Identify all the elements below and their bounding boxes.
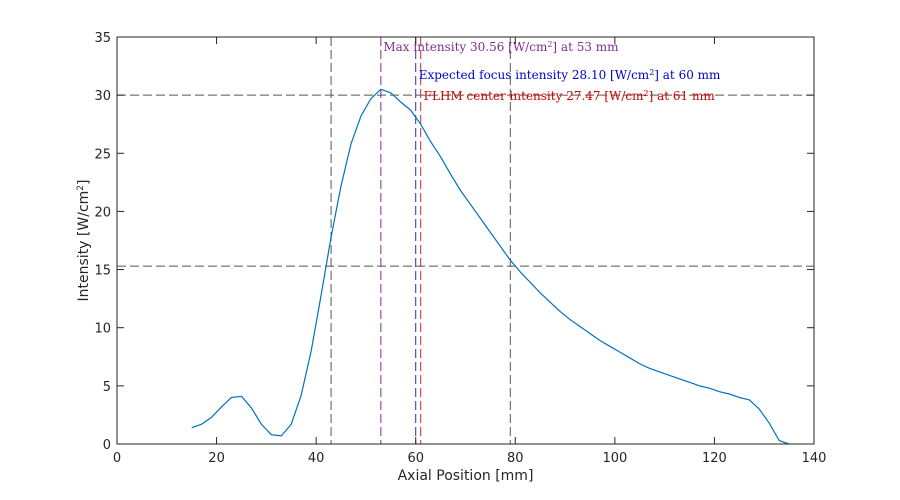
x-tick-label-1: 20 bbox=[208, 451, 225, 466]
annotation-0-sup: 2 bbox=[547, 40, 552, 49]
annotation-2-sup: 2 bbox=[644, 89, 649, 98]
y-tick-label-2: 10 bbox=[94, 322, 111, 337]
y-axis-title-sup: 2 bbox=[76, 185, 86, 191]
annotation-0-text: Max intensity 30.56 [W/cm bbox=[383, 40, 548, 54]
x-tick-label-7: 140 bbox=[802, 451, 827, 466]
series-line-0 bbox=[191, 88, 790, 445]
annotation-2: FLHM center intensity 27.47 [W/cm2] at 6… bbox=[424, 89, 716, 103]
y-tick-label-4: 20 bbox=[94, 205, 111, 220]
series-group bbox=[191, 88, 790, 445]
x-axis-title: Axial Position [mm] bbox=[398, 468, 534, 484]
y-tick-label-3: 15 bbox=[94, 264, 111, 279]
annotation-1-sup: 2 bbox=[649, 68, 654, 77]
y-axis-title: Intensity [W/cm2] bbox=[76, 180, 92, 302]
x-tick-label-3: 60 bbox=[407, 451, 424, 466]
annotation-2-text: FLHM center intensity 27.47 [W/cm bbox=[424, 89, 644, 103]
y-tick-label-1: 5 bbox=[103, 380, 111, 395]
plot-background bbox=[117, 37, 814, 444]
x-tick-label-0: 0 bbox=[113, 451, 121, 466]
annotation-1-tail: ] at 60 mm bbox=[654, 68, 721, 82]
y-tick-label-5: 25 bbox=[94, 147, 111, 162]
x-tick-label-4: 80 bbox=[507, 451, 524, 466]
plot-frame bbox=[116, 36, 815, 445]
y-tick-label-6: 30 bbox=[94, 89, 111, 104]
y-axis-title-tail: ] bbox=[76, 180, 92, 185]
annotation-0: Max intensity 30.56 [W/cm2] at 53 mm bbox=[383, 40, 619, 54]
annotation-1-text: Expected focus intensity 28.10 [W/cm bbox=[419, 68, 650, 82]
annotation-2-tail: ] at 61 mm bbox=[649, 89, 716, 103]
annotation-1: Expected focus intensity 28.10 [W/cm2] a… bbox=[419, 68, 721, 82]
x-tick-label-2: 40 bbox=[308, 451, 325, 466]
annotation-0-tail: ] at 53 mm bbox=[552, 40, 619, 54]
y-tick-label-0: 0 bbox=[103, 438, 111, 453]
y-tick-label-7: 35 bbox=[94, 31, 111, 46]
annotations-group: Max intensity 30.56 [W/cm2] at 53 mmExpe… bbox=[383, 40, 721, 103]
x-tick-label-6: 120 bbox=[702, 451, 727, 466]
x-axis-ticks: 0 20 40 60 80 100 120 140 bbox=[113, 37, 827, 466]
y-axis-title-main: Intensity [W/cm bbox=[76, 191, 92, 302]
y-axis-ticks: 0 5 10 15 20 25 30 35 bbox=[94, 31, 814, 453]
x-tick-label-5: 100 bbox=[602, 451, 627, 466]
